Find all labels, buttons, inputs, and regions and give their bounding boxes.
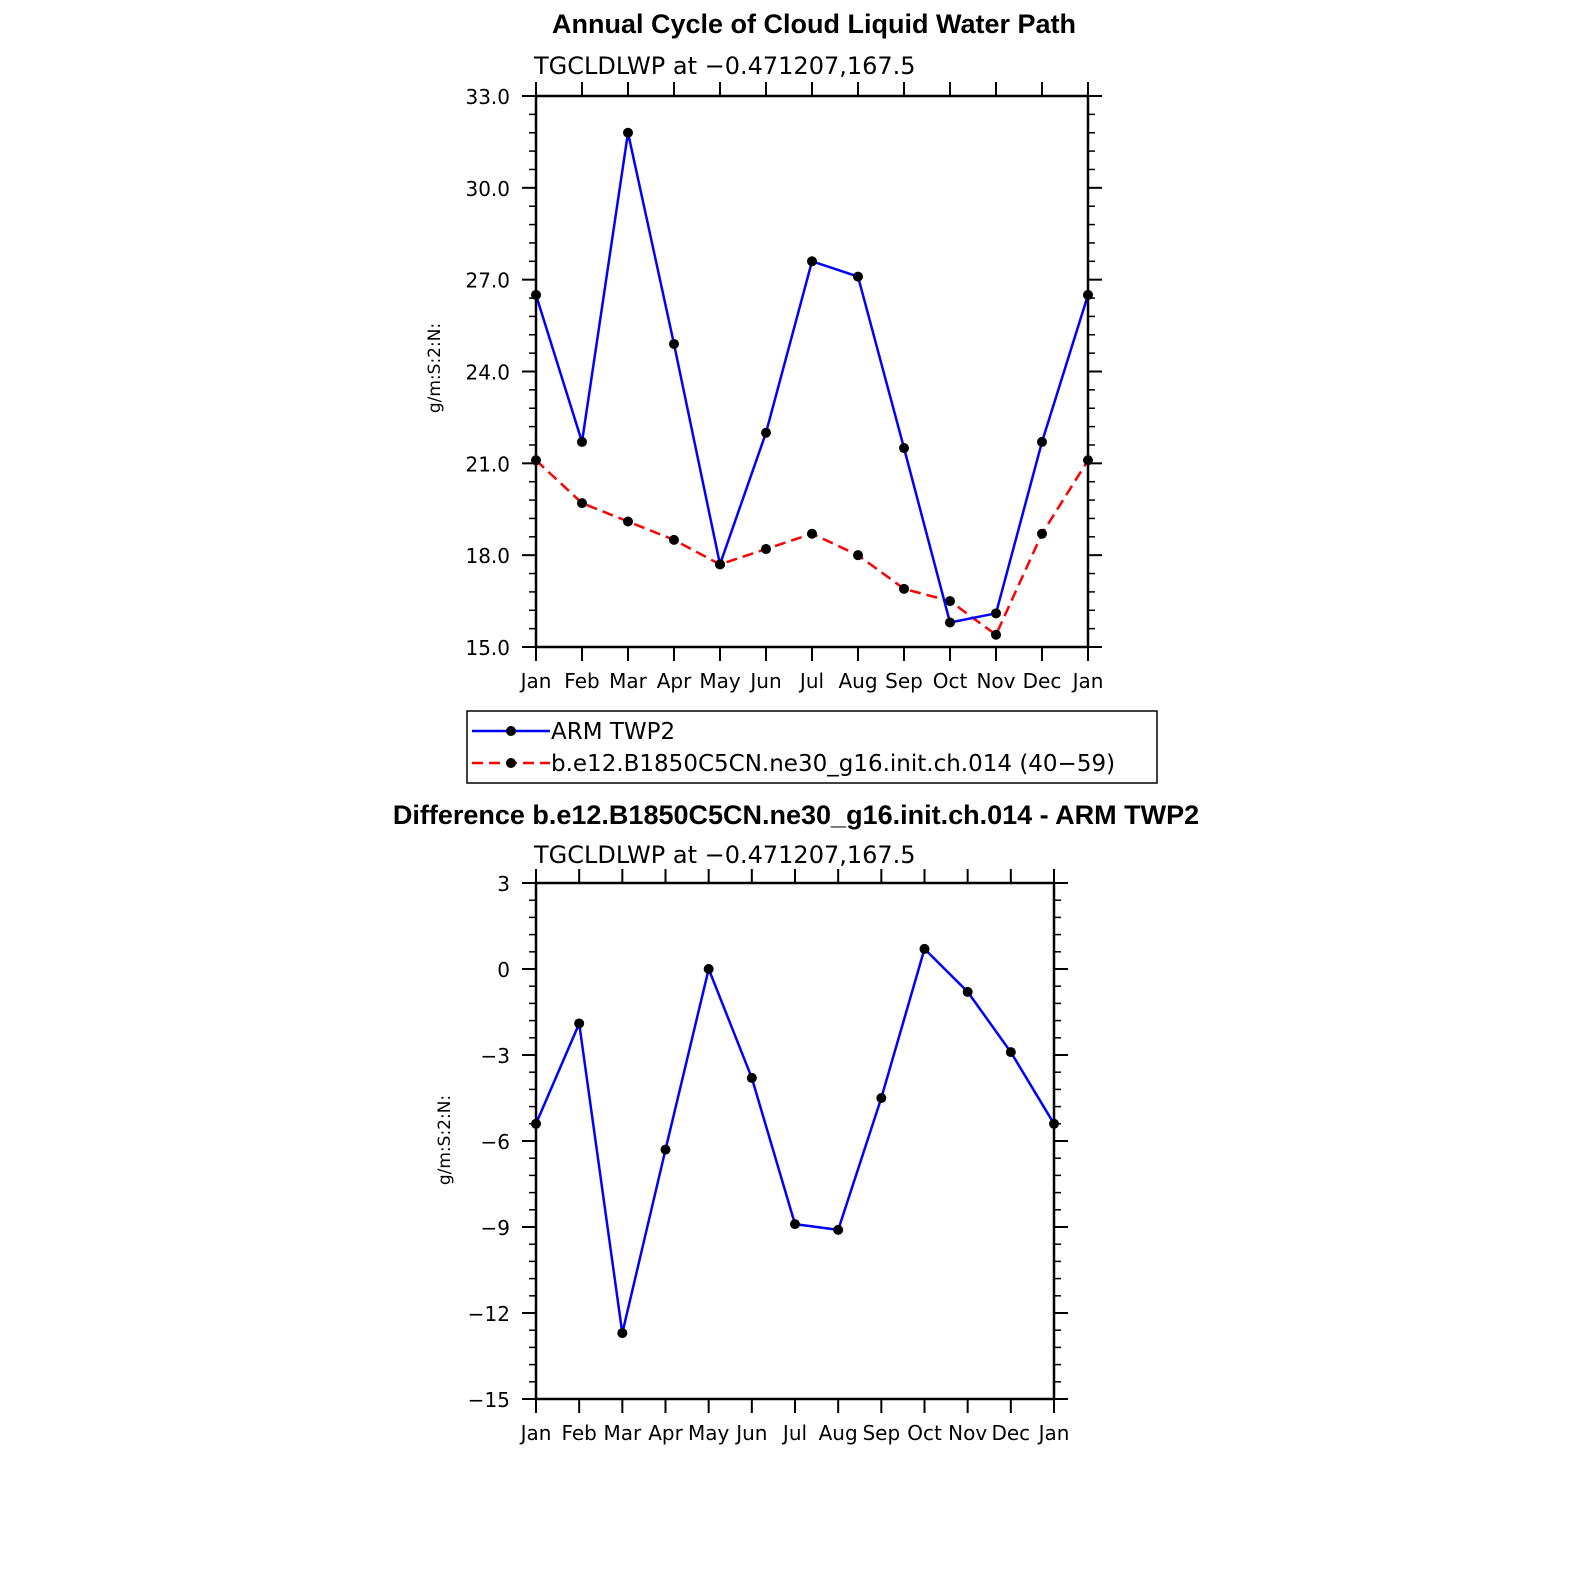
data-point xyxy=(669,534,679,545)
y-tick-label: 21.0 xyxy=(465,452,510,476)
y-tick-label: −6 xyxy=(481,1130,510,1154)
x-tick-label: Nov xyxy=(976,669,1015,693)
x-tick-label: Oct xyxy=(907,1421,942,1445)
data-point xyxy=(899,443,909,454)
x-tick-label: Apr xyxy=(657,669,692,693)
data-point xyxy=(746,1072,757,1083)
chart-2-ticks: −15 −12 −9 −6 −3 0 3 Jan Feb Mar Apr May Jun Jul Aug Se… xyxy=(468,869,1070,1445)
chart-1-plot-frame xyxy=(534,94,1090,649)
data-point xyxy=(853,550,863,561)
data-point xyxy=(577,498,587,509)
legend-box xyxy=(466,710,1158,784)
data-point xyxy=(807,256,817,267)
x-tick-label: Sep xyxy=(862,1421,900,1445)
x-tick-label: Jul xyxy=(798,669,824,693)
legend-marker-model xyxy=(506,758,516,768)
x-tick-label: Aug xyxy=(838,669,877,693)
data-point xyxy=(715,559,725,570)
x-tick-label: May xyxy=(699,669,741,693)
x-tick-label: Feb xyxy=(564,669,599,693)
y-tick-label: 18.0 xyxy=(465,544,510,568)
series-line xyxy=(534,131,1090,624)
data-point xyxy=(1037,436,1047,447)
y-tick-label: 24.0 xyxy=(465,361,510,385)
x-tick-label: Jan xyxy=(1071,669,1104,693)
chart-2-y-axis-label: g/m:S:2:N: xyxy=(435,1095,455,1185)
data-point xyxy=(853,271,863,282)
data-point xyxy=(833,1224,844,1235)
x-tick-label: Mar xyxy=(609,669,648,693)
data-point xyxy=(876,1093,887,1103)
y-tick-label: 30.0 xyxy=(465,177,510,201)
chart-2-title: Difference b.e12.B1850C5CN.ne30_g16.init… xyxy=(393,800,1199,830)
data-point xyxy=(623,516,633,527)
data-point xyxy=(617,1328,628,1339)
legend-marker-arm-twp2 xyxy=(506,726,516,736)
data-point xyxy=(660,1144,671,1155)
data-point xyxy=(991,608,1001,619)
data-point xyxy=(574,1018,585,1029)
series-line xyxy=(534,947,1056,1335)
legend-label-arm-twp2: ARM TWP2 xyxy=(551,719,675,745)
legend-label-model: b.e12.B1850C5CN.ne30_g16.init.ch.014 (40… xyxy=(551,751,1115,777)
data-point xyxy=(1037,528,1047,539)
chart-1-series xyxy=(531,127,1093,640)
data-point xyxy=(669,338,679,349)
x-tick-label: Dec xyxy=(1023,669,1062,693)
chart-difference: Difference b.e12.B1850C5CN.ne30_g16.init… xyxy=(393,800,1199,1445)
data-point xyxy=(761,544,771,555)
x-tick-label: Jan xyxy=(1037,1421,1070,1445)
x-tick-label: Jan xyxy=(519,669,552,693)
x-tick-label: Oct xyxy=(933,669,968,693)
data-point xyxy=(807,528,817,539)
data-point xyxy=(945,617,955,628)
x-tick-label: Jan xyxy=(519,1421,552,1445)
chart-1-title: Annual Cycle of Cloud Liquid Water Path xyxy=(552,9,1076,39)
x-tick-label: Jun xyxy=(734,1421,767,1445)
x-tick-label: Apr xyxy=(648,1421,683,1445)
x-tick-label: Mar xyxy=(603,1421,642,1445)
chart-1-y-axis-label: g/m:S:2:N: xyxy=(425,323,445,413)
chart-1-subtitle: TGCLDLWP at −0.471207,167.5 xyxy=(533,52,916,80)
data-point xyxy=(790,1219,800,1230)
data-point xyxy=(991,629,1001,640)
y-tick-label: −15 xyxy=(468,1388,510,1412)
y-tick-label: 15.0 xyxy=(465,636,510,660)
data-point xyxy=(919,943,930,954)
data-point xyxy=(623,127,633,138)
x-tick-label: May xyxy=(688,1421,730,1445)
y-tick-label: −12 xyxy=(468,1302,510,1326)
data-point xyxy=(945,596,955,607)
x-tick-label: Aug xyxy=(819,1421,858,1445)
chart-annual-cycle: Annual Cycle of Cloud Liquid Water Path … xyxy=(425,9,1158,784)
y-tick-label: −9 xyxy=(481,1216,510,1240)
chart-2-subtitle: TGCLDLWP at −0.471207,167.5 xyxy=(533,841,916,869)
chart-1-ticks: 15.0 18.0 21.0 24.0 27.0 30.0 33.0 Jan Feb Mar Apr… xyxy=(465,82,1103,693)
x-tick-label: Dec xyxy=(991,1421,1030,1445)
x-tick-label: Sep xyxy=(885,669,923,693)
data-point xyxy=(577,436,587,447)
chart-1-legend: ARM TWP2 b.e12.B1850C5CN.ne30_g16.init.c… xyxy=(466,710,1158,784)
data-point xyxy=(761,427,771,438)
data-point xyxy=(1005,1047,1016,1058)
chart-2-series xyxy=(531,943,1059,1339)
y-tick-label: −3 xyxy=(481,1044,510,1068)
data-point xyxy=(962,986,973,997)
chart-2-plot-frame xyxy=(534,881,1056,1401)
y-tick-label: 33.0 xyxy=(465,85,510,109)
data-point xyxy=(899,583,909,594)
data-point xyxy=(703,964,714,974)
y-tick-label: 27.0 xyxy=(465,269,510,293)
y-tick-label: 0 xyxy=(497,958,510,982)
x-tick-label: Jul xyxy=(781,1421,807,1445)
x-tick-label: Jun xyxy=(748,669,781,693)
x-tick-label: Feb xyxy=(561,1421,596,1445)
y-tick-label: 3 xyxy=(497,872,510,896)
series-line xyxy=(535,459,1090,637)
x-tick-label: Nov xyxy=(948,1421,987,1445)
